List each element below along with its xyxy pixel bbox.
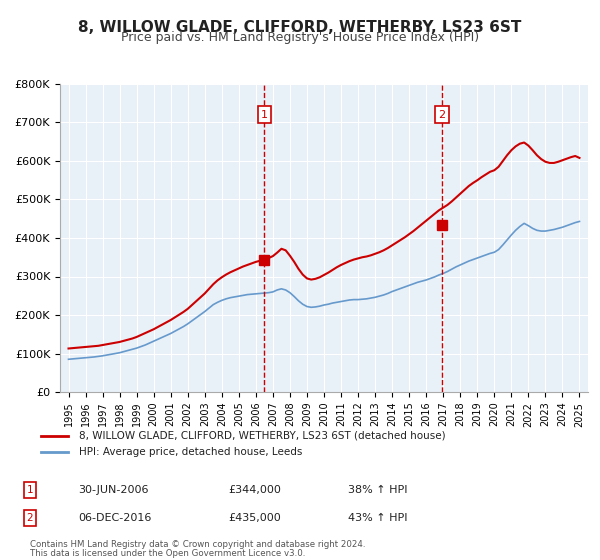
Text: 06-DEC-2016: 06-DEC-2016: [78, 513, 151, 523]
Text: This data is licensed under the Open Government Licence v3.0.: This data is licensed under the Open Gov…: [30, 549, 305, 558]
Text: 8, WILLOW GLADE, CLIFFORD, WETHERBY, LS23 6ST (detached house): 8, WILLOW GLADE, CLIFFORD, WETHERBY, LS2…: [79, 431, 445, 441]
Text: £344,000: £344,000: [228, 485, 281, 495]
Text: 8, WILLOW GLADE, CLIFFORD, WETHERBY, LS23 6ST: 8, WILLOW GLADE, CLIFFORD, WETHERBY, LS2…: [79, 20, 521, 35]
Text: £435,000: £435,000: [228, 513, 281, 523]
Text: 2: 2: [439, 110, 445, 120]
Text: 30-JUN-2006: 30-JUN-2006: [78, 485, 149, 495]
Text: 38% ↑ HPI: 38% ↑ HPI: [348, 485, 407, 495]
Text: Contains HM Land Registry data © Crown copyright and database right 2024.: Contains HM Land Registry data © Crown c…: [30, 540, 365, 549]
Text: 1: 1: [26, 485, 34, 495]
Text: 43% ↑ HPI: 43% ↑ HPI: [348, 513, 407, 523]
Text: 2: 2: [26, 513, 34, 523]
Text: Price paid vs. HM Land Registry's House Price Index (HPI): Price paid vs. HM Land Registry's House …: [121, 31, 479, 44]
Text: 1: 1: [261, 110, 268, 120]
Text: HPI: Average price, detached house, Leeds: HPI: Average price, detached house, Leed…: [79, 447, 302, 457]
